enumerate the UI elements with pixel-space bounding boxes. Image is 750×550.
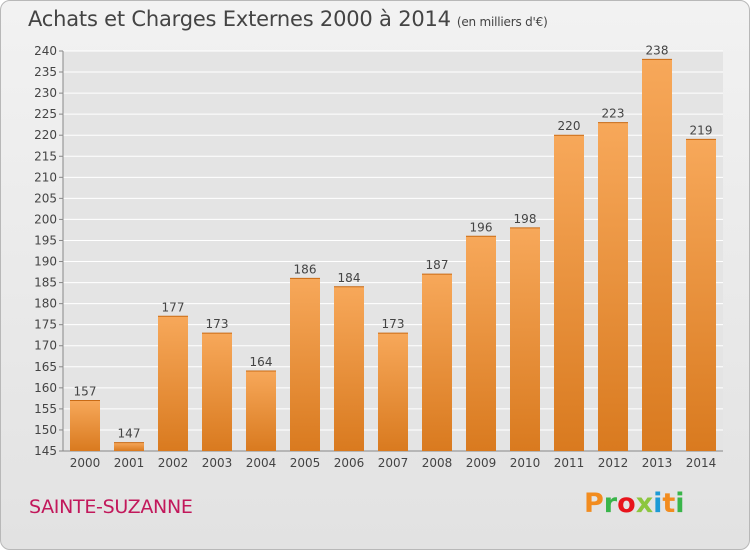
- y-tick-label: 195: [34, 233, 57, 247]
- bar-2005: [290, 278, 320, 451]
- bar-value-label: 177: [162, 300, 185, 314]
- x-tick-label: 2000: [70, 456, 101, 470]
- y-tick-label: 170: [34, 339, 57, 353]
- x-tick-label: 2012: [598, 456, 629, 470]
- bar-value-label: 184: [338, 271, 361, 285]
- bar-value-label: 198: [514, 212, 537, 226]
- bar-value-label: 147: [118, 427, 141, 441]
- y-tick-label: 230: [34, 86, 57, 100]
- logo-letter: i: [675, 488, 685, 519]
- y-tick-label: 150: [34, 423, 57, 437]
- x-tick-label: 2003: [202, 456, 233, 470]
- bar-2013: [642, 59, 672, 451]
- y-tick-label: 200: [34, 212, 57, 226]
- y-tick-label: 145: [34, 444, 57, 458]
- y-tick-label: 240: [34, 44, 57, 58]
- logo-letter: P: [584, 488, 604, 519]
- bar-2007: [378, 333, 408, 451]
- x-tick-label: 2004: [246, 456, 277, 470]
- bar-value-label: 164: [250, 355, 273, 369]
- bar-2008: [422, 274, 452, 451]
- bar-2012: [598, 122, 628, 451]
- x-tick-label: 2014: [686, 456, 717, 470]
- x-tick-label: 2006: [334, 456, 365, 470]
- x-tick-label: 2001: [114, 456, 145, 470]
- y-tick-label: 210: [34, 170, 57, 184]
- logo-letter: i: [653, 488, 663, 519]
- x-tick-label: 2005: [290, 456, 321, 470]
- x-tick-label: 2008: [422, 456, 453, 470]
- y-tick-label: 185: [34, 276, 57, 290]
- bar-2010: [510, 227, 540, 451]
- bar-value-label: 187: [426, 258, 449, 272]
- bar-value-label: 173: [382, 317, 405, 331]
- bar-value-label: 219: [690, 123, 713, 137]
- bar-2006: [334, 286, 364, 451]
- y-tick-label: 235: [34, 65, 57, 79]
- y-tick-label: 165: [34, 360, 57, 374]
- y-tick-label: 160: [34, 381, 57, 395]
- bar-2000: [70, 400, 100, 451]
- x-tick-label: 2002: [158, 456, 189, 470]
- bar-value-label: 186: [294, 262, 317, 276]
- logo-letter: o: [617, 488, 636, 519]
- x-tick-label: 2007: [378, 456, 409, 470]
- bar-2004: [246, 371, 276, 451]
- proxiti-logo: Proxiti: [584, 488, 685, 519]
- y-tick-label: 175: [34, 318, 57, 332]
- chart-title-text: Achats et Charges Externes 2000 à 2014: [28, 7, 451, 31]
- y-tick-label: 190: [34, 255, 57, 269]
- bar-value-label: 157: [74, 384, 97, 398]
- bar-2011: [554, 135, 584, 452]
- x-tick-label: 2009: [466, 456, 497, 470]
- bar-2014: [686, 139, 716, 451]
- commune-name: SAINTE-SUZANNE: [29, 496, 193, 518]
- y-tick-label: 205: [34, 191, 57, 205]
- bar-2001: [114, 442, 144, 451]
- y-tick-label: 225: [34, 107, 57, 121]
- bar-value-label: 173: [206, 317, 229, 331]
- chart-unit: (en milliers d'€): [456, 15, 548, 29]
- bar-2003: [202, 333, 232, 451]
- y-tick-label: 155: [34, 402, 57, 416]
- logo-letter: x: [635, 488, 654, 519]
- logo-letter: r: [603, 488, 618, 519]
- bar-2009: [466, 236, 496, 451]
- x-tick-label: 2011: [554, 456, 585, 470]
- logo-letter: t: [662, 488, 676, 519]
- bar-value-label: 223: [602, 107, 625, 121]
- bar-2002: [158, 316, 188, 451]
- y-tick-label: 180: [34, 297, 57, 311]
- bar-value-label: 196: [470, 220, 493, 234]
- bar-value-label: 220: [558, 119, 581, 133]
- y-tick-label: 215: [34, 149, 57, 163]
- chart-title: Achats et Charges Externes 2000 à 2014 (e…: [28, 7, 548, 31]
- x-tick-label: 2010: [510, 456, 541, 470]
- bar-value-label: 238: [646, 43, 669, 57]
- x-tick-label: 2013: [642, 456, 673, 470]
- y-tick-label: 220: [34, 128, 57, 142]
